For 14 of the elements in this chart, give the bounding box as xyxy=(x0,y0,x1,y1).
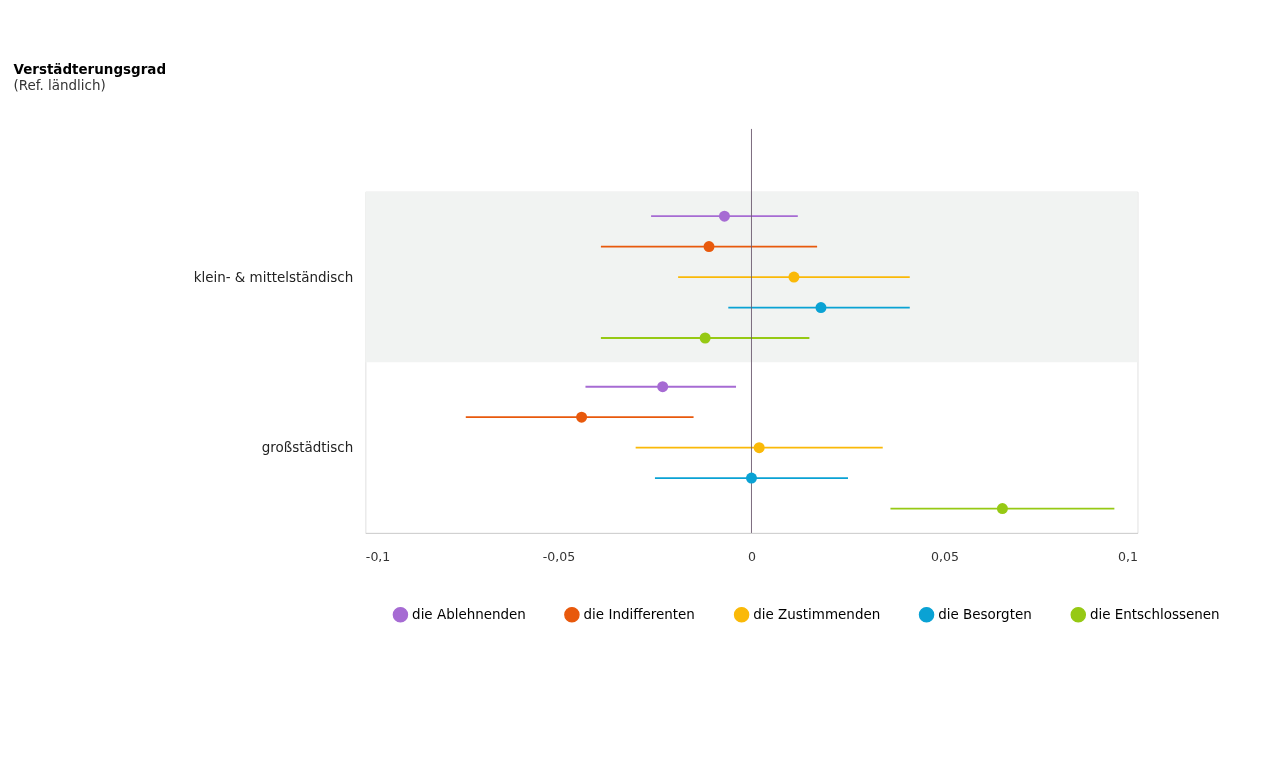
x-tick-label: -0,1 xyxy=(365,549,391,565)
legend-label: die Ablehnenden xyxy=(412,607,526,623)
x-tick-label: 0 xyxy=(747,549,756,565)
x-tick-label: 0,05 xyxy=(930,549,959,565)
legend-label: die Besorgten xyxy=(938,607,1032,623)
legend-label: die Indifferenten xyxy=(583,607,695,623)
legend-label: die Zustimmenden xyxy=(753,607,881,623)
x-tick-label: -0,05 xyxy=(542,549,576,565)
y-tick-label: großstädtisch xyxy=(261,440,354,456)
x-tick-label: 0,1 xyxy=(1118,549,1138,565)
legend-label: die Entschlossenen xyxy=(1089,607,1220,623)
y-tick-label: klein- & mittelständisch xyxy=(193,269,354,285)
text: Verstädterungsgrad xyxy=(13,61,167,77)
text: (Ref. ländlich) xyxy=(13,77,106,93)
